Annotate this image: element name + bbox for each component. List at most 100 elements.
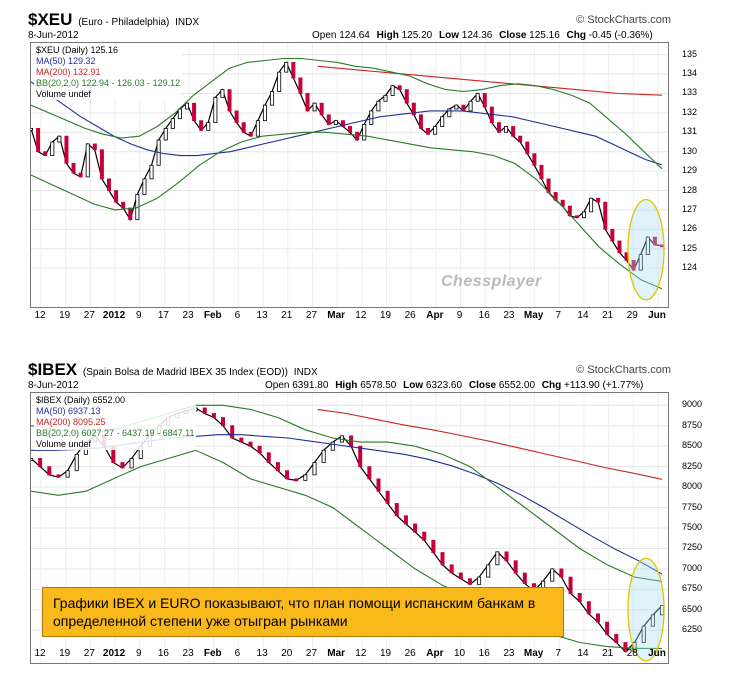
x-tick-label: 6: [234, 310, 241, 321]
candle: [477, 576, 482, 585]
candle: [539, 164, 544, 180]
candle: [582, 211, 587, 219]
candle: [559, 568, 564, 578]
quote-line: Open 124.64 High 125.20 Low 124.36 Close…: [312, 30, 653, 41]
candle: [440, 552, 445, 566]
candle: [631, 260, 636, 271]
y-tick-label: 133: [682, 87, 698, 98]
close-label: Close: [468, 380, 497, 391]
candle: [467, 578, 472, 585]
y-tick-label: 132: [682, 106, 698, 117]
candle: [121, 201, 126, 209]
y-tick-label: 124: [682, 262, 698, 273]
x-tick-label: 9: [135, 310, 142, 321]
candle: [275, 462, 280, 472]
candle: [326, 114, 331, 125]
candle: [211, 413, 216, 418]
y-tick-label: 7250: [682, 542, 703, 553]
series-line-ma-50-: [31, 434, 663, 575]
candle: [220, 89, 225, 98]
symbol: $XEU: [28, 10, 73, 29]
candle: [31, 128, 34, 131]
x-tick-label: Apr: [426, 310, 444, 321]
candle: [447, 108, 452, 118]
candle: [495, 551, 500, 566]
chg-value: -0.45 (-0.36%): [588, 30, 653, 41]
quote-line: Open 6391.80 High 6578.50 Low 6323.60 Cl…: [265, 380, 643, 391]
candle: [92, 143, 97, 151]
candle: [50, 141, 55, 156]
candle: [449, 564, 454, 574]
candle: [567, 205, 572, 217]
legend: $IBEX (Daily) 6552.00 MA(50) 6937.13 MA(…: [34, 395, 197, 450]
x-tick-label: 12: [355, 648, 367, 659]
candle: [199, 120, 204, 131]
legend-ma200: MA(200) 8095.25: [36, 417, 106, 427]
y-tick-label: 9000: [682, 399, 703, 410]
y-tick-label: 129: [682, 165, 698, 176]
candle: [319, 102, 324, 116]
x-tick-label: 23: [503, 310, 515, 321]
candle: [330, 441, 335, 451]
candle: [358, 445, 363, 468]
candle: [230, 425, 235, 439]
symbol: $IBEX: [28, 360, 78, 379]
stockcharts-watermark: © StockCharts.com: [576, 364, 671, 376]
close-label: Close: [499, 30, 527, 41]
y-tick-label: 6750: [682, 583, 703, 594]
x-tick-label: 16: [478, 648, 490, 659]
y-tick-label: 126: [682, 223, 698, 234]
candle: [56, 474, 61, 478]
candle: [257, 445, 262, 454]
x-tick-label: 19: [59, 310, 71, 321]
candle: [106, 178, 111, 191]
series-line-bb-upper: [31, 57, 663, 170]
y-tick-label: 8750: [682, 419, 703, 430]
candle: [65, 470, 70, 478]
candle: [43, 151, 48, 156]
candle: [170, 118, 175, 129]
candle: [177, 108, 182, 120]
x-tick-label: Mar: [327, 648, 346, 659]
candle: [291, 62, 296, 79]
x-tick-label: Feb: [203, 310, 222, 321]
y-tick-label: 8250: [682, 460, 703, 471]
candle: [369, 110, 374, 125]
candle: [397, 85, 402, 90]
x-tick-label: 27: [83, 648, 95, 659]
chart-header: $IBEX (Spain Bolsa de Madrid IBEX 35 Ind…: [28, 360, 318, 380]
candle: [163, 128, 168, 141]
candle: [422, 531, 427, 541]
candle: [632, 642, 637, 653]
candle: [114, 190, 119, 203]
candle: [184, 102, 189, 110]
y-tick-label: 128: [682, 184, 698, 195]
open-value: 6391.80: [292, 380, 329, 391]
candle: [603, 201, 608, 230]
candle: [383, 95, 388, 102]
x-tick-label: Mar: [327, 310, 346, 321]
candle: [577, 593, 582, 603]
chg-label: Chg: [541, 380, 562, 391]
candle: [277, 71, 282, 92]
candle: [433, 126, 438, 135]
candle: [128, 207, 133, 221]
x-tick-label: 27: [305, 648, 318, 659]
open-label: Open: [265, 380, 290, 391]
x-tick-label: 27: [305, 310, 318, 321]
chg-label: Chg: [566, 30, 586, 41]
candle: [454, 104, 459, 110]
high-value: 125.20: [401, 30, 433, 41]
legend-volume: Volume undef: [36, 439, 92, 449]
candle: [312, 102, 317, 112]
x-tick-label: 23: [182, 648, 194, 659]
candle: [362, 124, 367, 141]
x-tick-label: 13: [256, 310, 268, 321]
high-label: High: [376, 30, 399, 41]
candle: [285, 470, 290, 480]
candle: [513, 560, 518, 574]
candle: [294, 478, 299, 482]
x-tick-label: 12: [355, 310, 367, 321]
candle: [610, 228, 615, 242]
close-value: 125.16: [529, 30, 560, 41]
